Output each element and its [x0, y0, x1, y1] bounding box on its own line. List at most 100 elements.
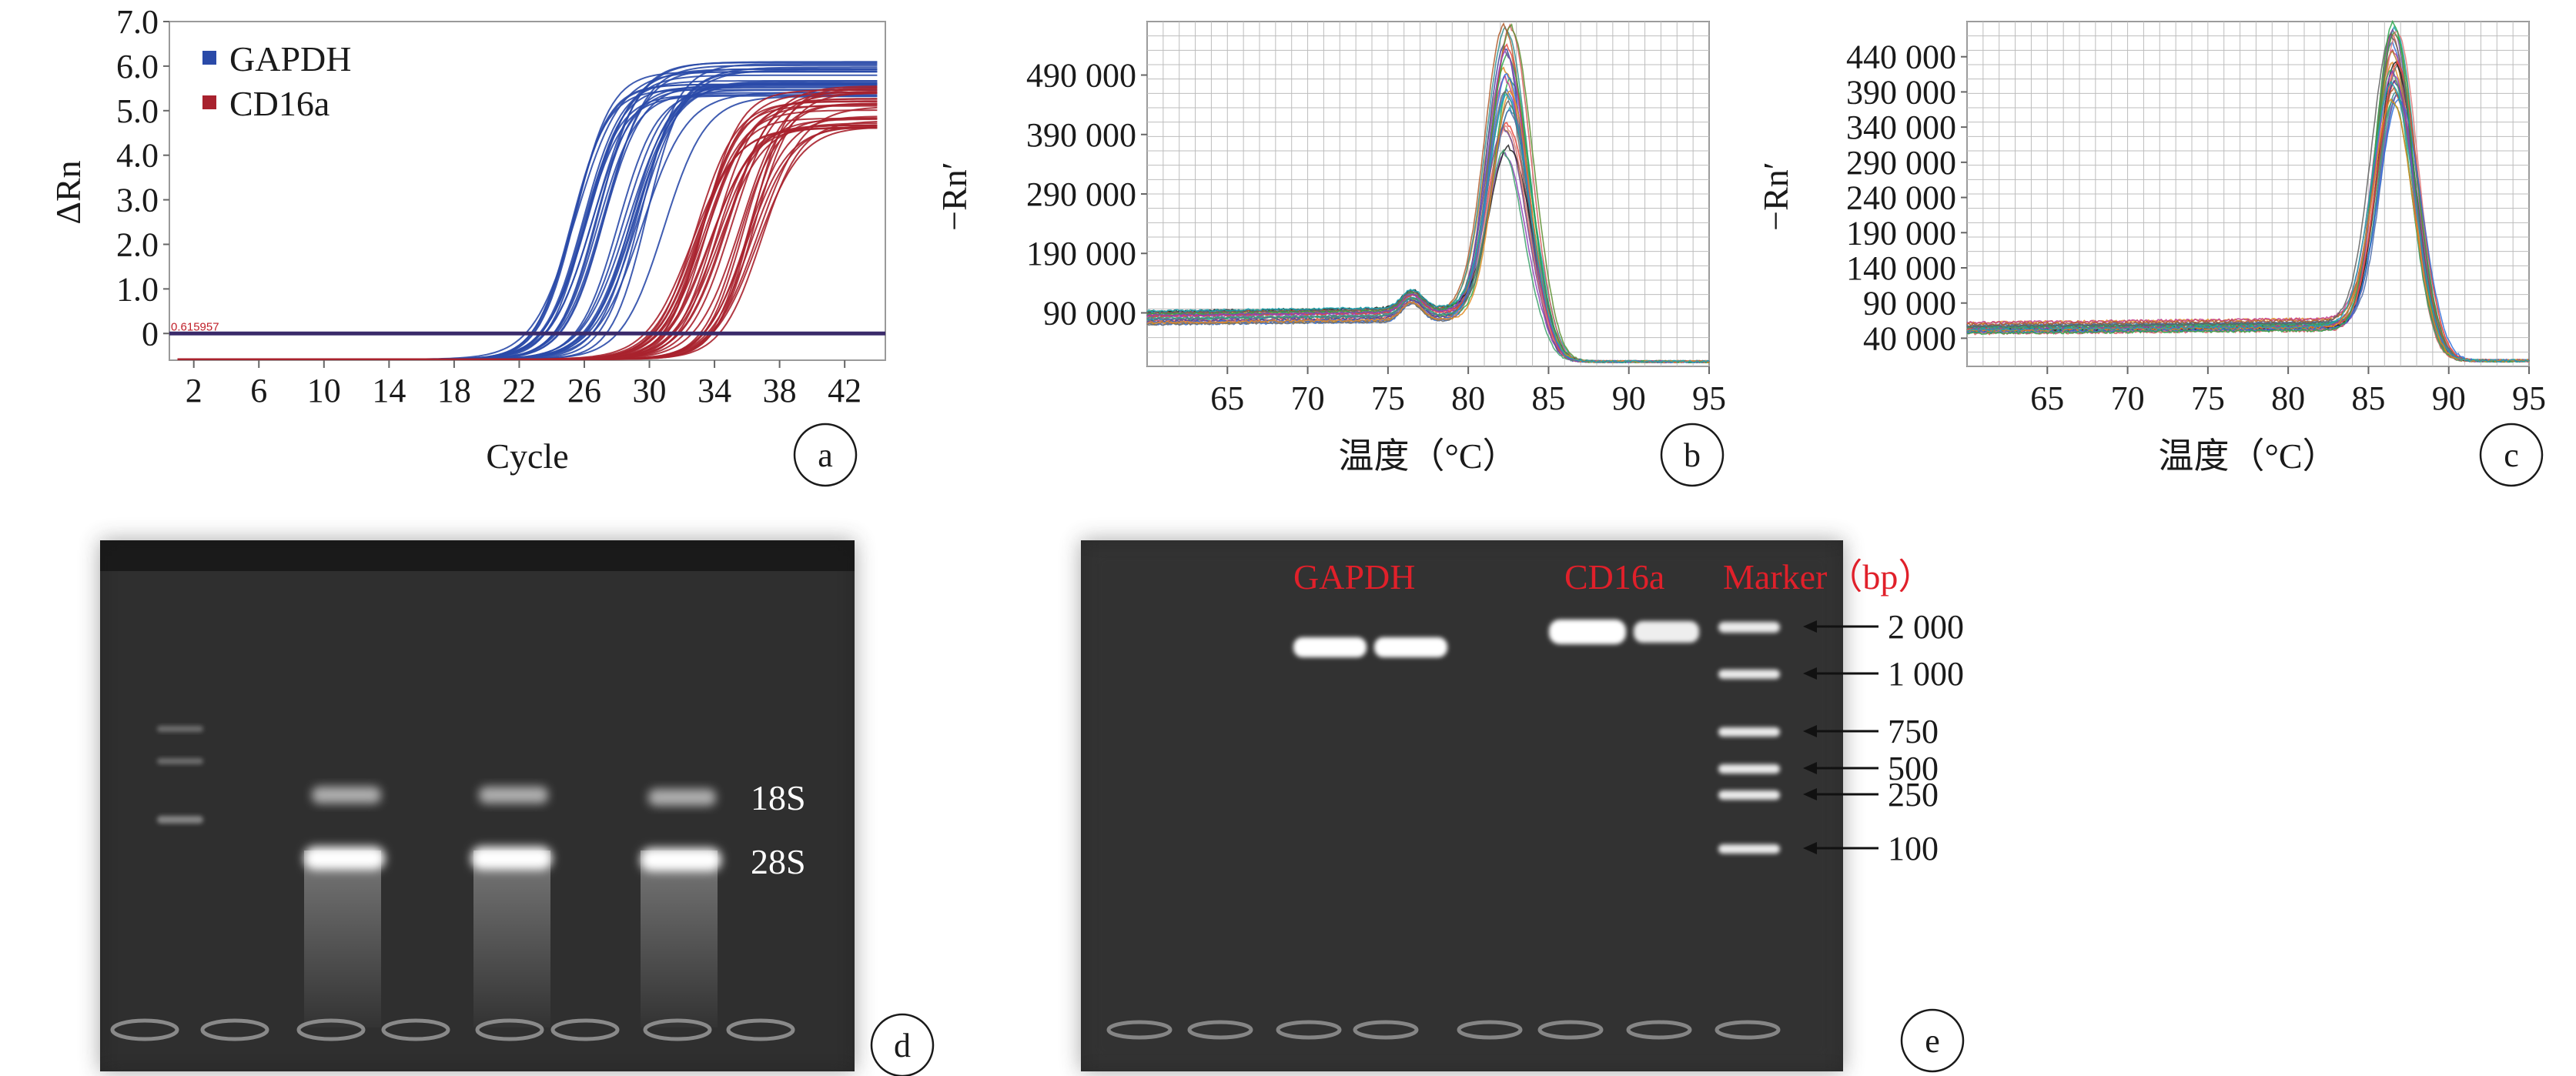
a-x-tick-label: 10 [307, 372, 341, 409]
panel-a-curves [177, 61, 878, 360]
gel-d-label-28s: 28S [751, 842, 806, 881]
a-x-tick-label: 2 [186, 372, 202, 409]
panel-c-curves [1966, 19, 2530, 363]
gel-e-label-marker: Marker（bp） [1723, 557, 1933, 596]
y-tick-label: 490 000 [1026, 57, 1136, 95]
panel-a-legend: GAPDH CD16a [202, 39, 351, 123]
x-tick-label: 70 [2111, 379, 2145, 417]
a-y-tick-label: 3.0 [116, 182, 159, 219]
marker-arrow-head [1803, 620, 1817, 633]
y-tick-label: 190 000 [1026, 235, 1136, 272]
panel-b-melt-curve-chart: 65 70 75 80 85 90 95 90 000 190 000 290 000 390 0… [935, 21, 1726, 487]
a-curve-cd16a [177, 102, 878, 360]
a-y-tick-label: 6.0 [116, 48, 159, 85]
x-tick-label: 65 [1210, 379, 1244, 417]
panel-d-rna-gel-image: 18S 28S d [100, 540, 935, 1076]
marker-size-label: 100 [1888, 830, 1939, 867]
marker-size-label: 1 000 [1888, 655, 1964, 693]
legend-label-gapdh: GAPDH [229, 39, 351, 79]
panel-a-letter: a [818, 436, 833, 474]
panel-c-x-ticks: 65 70 75 80 85 90 95 [2030, 366, 2546, 417]
a-y-tick-label: 2.0 [116, 226, 159, 263]
x-tick-label: 90 [2432, 379, 2466, 417]
y-tick-label: 390 000 [1026, 116, 1136, 154]
panel-b-y-axis-label: −Rn′ [935, 162, 974, 231]
panel-b-letter: b [1684, 436, 1701, 474]
x-tick-label: 80 [1451, 379, 1485, 417]
x-tick-label: 95 [1692, 379, 1726, 417]
y-tick-label: 390 000 [1846, 73, 1956, 111]
gel-d-lane-1 [304, 787, 385, 1028]
a-y-tick-label: 4.0 [116, 137, 159, 175]
a-threshold-label: 0.615957 [171, 320, 219, 333]
panel-a-x-ticks: 2 6 10 14 18 22 26 30 34 38 42 [186, 360, 861, 409]
y-tick-label: 440 000 [1846, 38, 1956, 76]
x-tick-label: 85 [2351, 379, 2385, 417]
a-x-tick-label: 34 [698, 372, 731, 409]
melt-curve [1966, 19, 2530, 363]
a-x-tick-label: 30 [633, 372, 667, 409]
panel-a-threshold-line: 0.615957 [169, 320, 885, 336]
panel-c-grid [1966, 21, 2530, 367]
gel-d-label-18s: 18S [751, 778, 806, 817]
panel-a-letter-circle [793, 423, 858, 487]
x-tick-label: 75 [2191, 379, 2225, 417]
x-tick-label: 80 [2271, 379, 2305, 417]
a-x-tick-label: 38 [763, 372, 797, 409]
a-y-tick-label: 7.0 [116, 3, 159, 41]
panel-a-x-axis-label: Cycle [486, 436, 568, 476]
gel-d-ladder [157, 726, 203, 824]
y-tick-label: 340 000 [1846, 109, 1956, 146]
gel-d-lane-2 [471, 787, 552, 1028]
panel-a-amplification-chart: 0.615957 2 6 10 14 18 22 26 30 34 38 42 01.02.03.0… [49, 3, 886, 487]
x-tick-label: 85 [1531, 379, 1565, 417]
marker-size-label: 500 [1888, 750, 1939, 787]
melt-curve [1146, 93, 1710, 364]
panel-c-y-axis-label: −Rn′ [1756, 162, 1795, 231]
legend-swatch-gapdh [202, 51, 216, 65]
marker-size-label: 250 [1888, 776, 1939, 814]
gel-d-top-shadow [100, 540, 855, 571]
panel-e-pcr-gel-image: GAPDH CD16a Marker（bp） 2 000 1 000 7505002… [1081, 540, 1965, 1073]
x-tick-label: 75 [1371, 379, 1405, 417]
gel-e-label-cd16a: CD16a [1564, 557, 1664, 596]
panel-d-letter-circle [870, 1013, 935, 1076]
x-tick-label: 70 [1291, 379, 1325, 417]
y-tick-label: 290 000 [1846, 144, 1956, 182]
marker-arrow-head [1803, 725, 1817, 737]
y-tick-label: 240 000 [1846, 179, 1956, 217]
marker-arrow-head [1803, 788, 1817, 800]
a-y-tick-label: 1.0 [116, 270, 159, 308]
panel-a-y-axis-label: ΔRn [49, 160, 88, 224]
panel-c-x-axis-label: 温度（°C） [2158, 436, 2337, 476]
panel-b-curves [1146, 22, 1710, 364]
y-tick-label: 140 000 [1846, 249, 1956, 287]
marker-arrow-head [1803, 667, 1817, 680]
gel-e-glow [1081, 540, 1843, 1071]
a-x-tick-label: 14 [372, 372, 406, 409]
y-tick-label: 190 000 [1846, 214, 1956, 252]
marker-size-label: 2 000 [1888, 608, 1964, 646]
y-tick-label: 90 000 [1043, 294, 1136, 332]
gel-e-label-gapdh: GAPDH [1293, 557, 1415, 596]
panel-b-x-ticks: 65 70 75 80 85 90 95 [1210, 366, 1726, 417]
x-tick-label: 90 [1612, 379, 1646, 417]
gel-e-cd16a-bands [1549, 620, 1699, 644]
marker-arrow-head [1803, 762, 1817, 774]
legend-swatch-cd16a [202, 95, 216, 109]
panel-e-letter-circle [1900, 1008, 1965, 1073]
melt-curve [1966, 80, 2530, 363]
panel-b-x-axis-label: 温度（°C） [1338, 436, 1517, 476]
panel-c-letter-circle [2479, 423, 2544, 487]
panel-d-letter: d [894, 1027, 911, 1064]
melt-curve [1966, 85, 2530, 363]
y-tick-label: 40 000 [1863, 319, 1956, 357]
gel-e-gapdh-bands [1293, 637, 1447, 657]
gel-e-wells [1106, 1020, 1781, 1040]
panel-b-y-ticks: 90 000 190 000 290 000 390 000 490 000 [1026, 57, 1147, 332]
a-x-tick-label: 26 [567, 372, 601, 409]
